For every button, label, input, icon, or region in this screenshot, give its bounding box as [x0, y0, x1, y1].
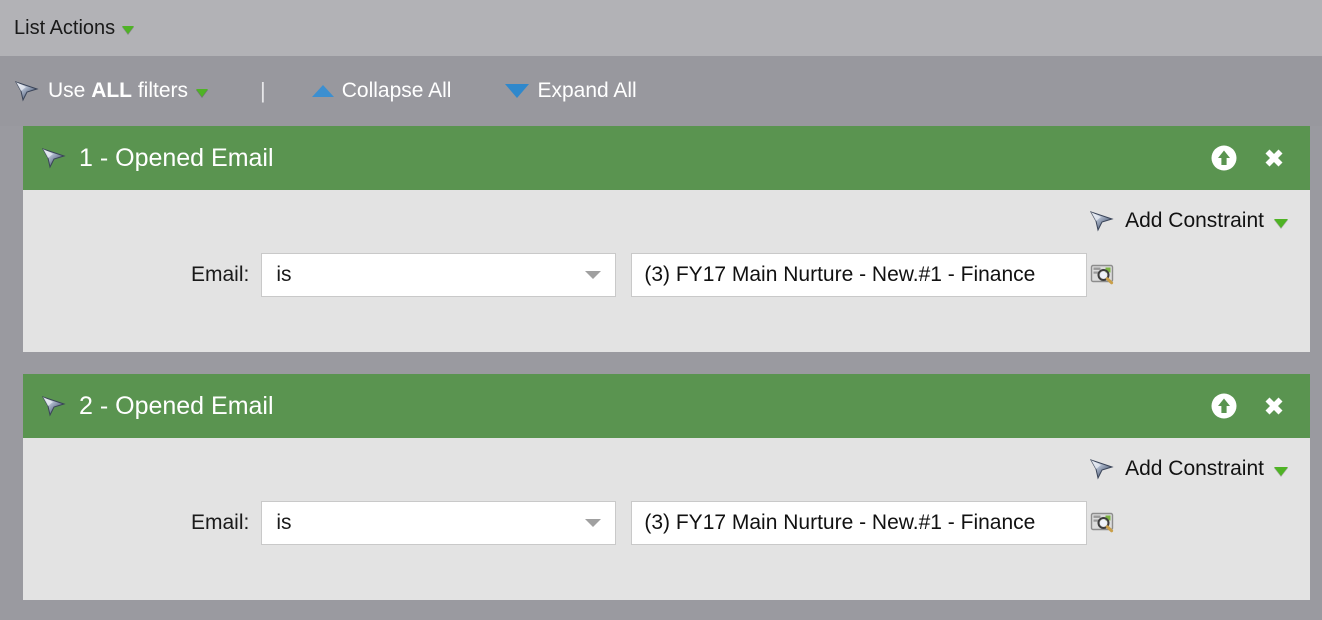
funnel-icon	[1089, 208, 1115, 234]
constraint-value-text: (3) FY17 Main Nurture - New.#1 - Finance	[644, 511, 1036, 534]
filter-toolbar: Use ALL filters | Collapse All Expand Al…	[0, 56, 1322, 126]
operator-select[interactable]: is	[261, 501, 617, 545]
constraint-value-input[interactable]: (3) FY17 Main Nurture - New.#1 - Finance	[631, 501, 1088, 545]
filter-panel: 2 - Opened Email	[23, 374, 1310, 600]
search-preview-icon[interactable]	[1090, 511, 1116, 535]
filter-panel-body: Add Constraint Email: is (3) FY17 Main N…	[23, 190, 1310, 352]
constraint-value-text: (3) FY17 Main Nurture - New.#1 - Finance	[644, 263, 1036, 286]
collapse-all-label: Collapse All	[341, 79, 452, 102]
green-triangle-down-icon[interactable]	[1274, 466, 1288, 476]
green-triangle-down-icon[interactable]	[122, 26, 135, 34]
chevron-down-icon	[585, 271, 602, 279]
add-constraint-label: Add Constraint	[1125, 209, 1264, 232]
expand-all-label: Expand All	[537, 79, 637, 102]
collapse-all-button[interactable]: Collapse All	[311, 79, 452, 103]
circle-arrow-up-icon[interactable]	[1210, 392, 1238, 420]
expand-all-button[interactable]: Expand All	[505, 79, 637, 103]
filter-panel-header: 1 - Opened Email	[23, 126, 1310, 190]
filter-panel-title: 2 - Opened Email	[41, 392, 274, 421]
filter-panel: 1 - Opened Email	[23, 126, 1310, 352]
operator-select-value: is	[276, 263, 292, 286]
add-constraint-label: Add Constraint	[1125, 457, 1264, 480]
close-x-icon[interactable]	[1260, 144, 1288, 172]
constraint-field-label: Email:	[191, 511, 250, 534]
funnel-icon	[41, 393, 67, 419]
close-x-icon[interactable]	[1260, 392, 1288, 420]
use-all-filters-label: Use ALL filters	[48, 79, 189, 102]
funnel-icon	[1089, 456, 1115, 482]
toolbar-separator: |	[260, 78, 266, 103]
search-preview-icon[interactable]	[1090, 263, 1116, 287]
green-triangle-down-icon[interactable]	[196, 89, 209, 97]
operator-select-value: is	[276, 511, 292, 534]
constraint-value-input[interactable]: (3) FY17 Main Nurture - New.#1 - Finance	[631, 253, 1088, 297]
green-triangle-down-icon[interactable]	[1274, 218, 1288, 228]
operator-select[interactable]: is	[261, 253, 617, 297]
add-constraint-button[interactable]: Add Constraint	[1089, 208, 1288, 234]
triangle-down-icon	[505, 84, 530, 98]
list-actions-label[interactable]: List Actions	[14, 17, 116, 39]
filter-panel-title: 1 - Opened Email	[41, 144, 274, 173]
use-all-filters-button[interactable]: Use ALL filters	[14, 78, 209, 104]
filter-panel-body: Add Constraint Email: is (3) FY17 Main N…	[23, 438, 1310, 600]
add-constraint-button[interactable]: Add Constraint	[1089, 456, 1288, 482]
triangle-up-icon	[311, 85, 334, 97]
filter-panel-title-text: 1 - Opened Email	[79, 143, 274, 172]
constraint-row: Email: is (3) FY17 Main Nurture - New.#1…	[23, 482, 1310, 545]
constraint-row: Email: is (3) FY17 Main Nurture - New.#1…	[23, 234, 1310, 297]
circle-arrow-up-icon[interactable]	[1210, 144, 1238, 172]
constraint-field-label: Email:	[191, 263, 250, 286]
filter-panel-title-text: 2 - Opened Email	[79, 391, 274, 420]
filter-panel-header: 2 - Opened Email	[23, 374, 1310, 438]
top-bar: List Actions	[0, 0, 1322, 56]
funnel-icon	[41, 145, 67, 171]
chevron-down-icon	[585, 519, 602, 527]
funnel-icon	[14, 78, 40, 104]
